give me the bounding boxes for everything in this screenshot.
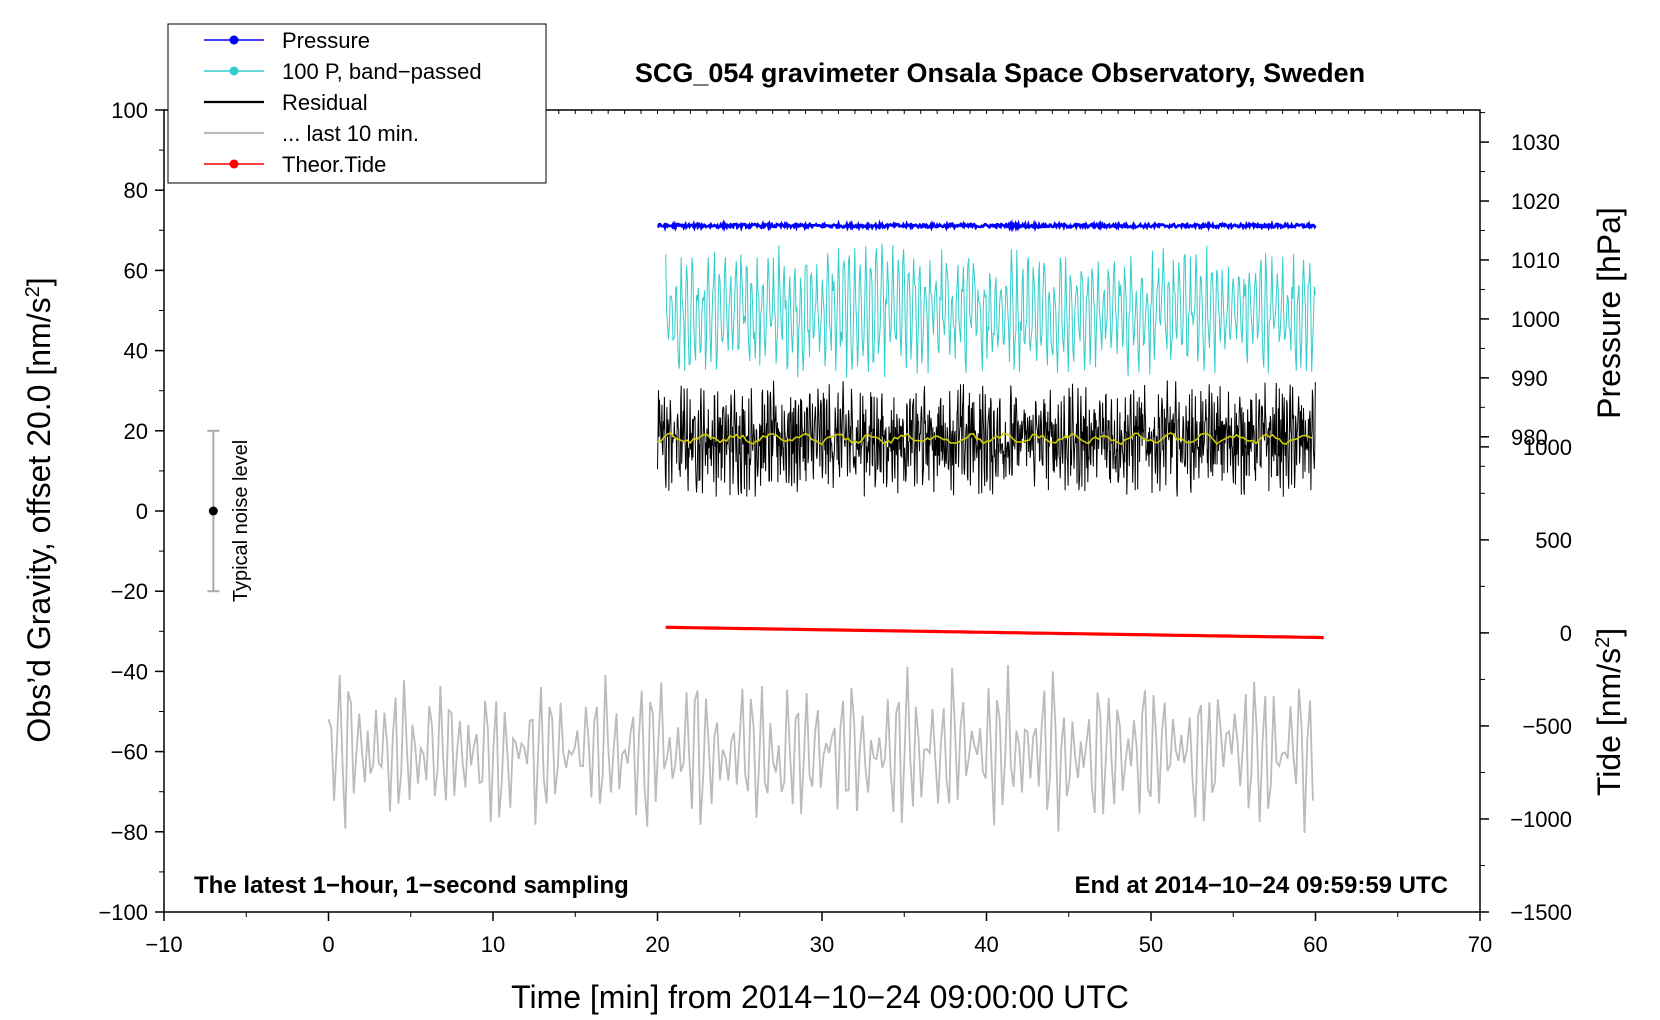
series-residual [657, 380, 1316, 497]
series-residual-smoothed [657, 431, 1313, 446]
tide-tick-label: −1500 [1510, 900, 1572, 925]
legend-entry-label: Theor.Tide [282, 152, 386, 177]
y-tick-label: 80 [124, 178, 148, 203]
y-axis-title-end: ] [21, 277, 57, 286]
pressure-tick-label: 990 [1511, 366, 1548, 391]
tide-tick-label: −500 [1522, 714, 1572, 739]
y-tick-label: 0 [136, 499, 148, 524]
tide-axis-title: Tide [nm/s2] [1591, 628, 1627, 796]
y-tick-label: 60 [124, 258, 148, 283]
series-band-passed [665, 243, 1316, 378]
x-tick-label: 60 [1303, 932, 1327, 957]
legend: Pressure 100 P, band−passed Residual ... la… [167, 23, 547, 184]
tide-axis-title-sup: 2 [1592, 637, 1614, 648]
x-tick-label: 0 [322, 932, 334, 957]
tide-tick-label: 0 [1560, 621, 1572, 646]
y-tick-label: −20 [111, 579, 148, 604]
tide-axis-title-text: Tide [nm/s [1591, 648, 1627, 796]
pressure-tick-label: 1020 [1511, 189, 1560, 214]
legend-swatch-dot [229, 159, 239, 169]
y-tick-label: 20 [124, 419, 148, 444]
y-axis-title: Obs’d Gravity, offset 20.0 [nm/s2] [21, 277, 57, 742]
noise-bar-center-dot [208, 506, 218, 516]
legend-swatch-dot [229, 35, 239, 45]
legend-entry-label: Residual [282, 90, 368, 115]
y-tick-label: −80 [111, 820, 148, 845]
chart-title: SCG_054 gravimeter Onsala Space Observat… [635, 58, 1365, 88]
y-tick-label: −40 [111, 659, 148, 684]
annotation-bottom-left: The latest 1−hour, 1−second sampling [194, 872, 629, 899]
y-tick-label: 100 [111, 98, 148, 123]
y-tick-label: 40 [124, 339, 148, 364]
axis-ticks: −10 0 10 20 30 40 50 60 70−100−80−60−40−20020406… [98, 98, 1572, 957]
series-layer [327, 219, 1324, 834]
x-axis-title: Time [min] from 2014−10−24 09:00:00 UTC [511, 979, 1129, 1015]
x-tick-label: 30 [810, 932, 834, 957]
pressure-tick-label: 1010 [1511, 248, 1560, 273]
noise-bar [207, 429, 220, 593]
x-tick-label: 10 [481, 932, 505, 957]
tide-tick-label: 500 [1535, 528, 1572, 553]
pressure-tick-label: 980 [1511, 425, 1548, 450]
x-tick-label: 50 [1139, 932, 1163, 957]
legend-entry-label: ... last 10 min. [282, 121, 419, 146]
pressure-tick-label: 1030 [1511, 130, 1560, 155]
y-tick-label: −60 [111, 740, 148, 765]
pressure-tick-label: 1000 [1511, 307, 1560, 332]
pressure-axis-title: Pressure [hPa] [1591, 207, 1627, 419]
tide-tick-label: −1000 [1510, 807, 1572, 832]
legend-box [167, 23, 547, 184]
x-tick-label: 20 [645, 932, 669, 957]
x-tick-label: −10 [145, 932, 182, 957]
series-theor-tide [665, 625, 1324, 640]
tide-axis-title-end: ] [1591, 628, 1627, 637]
legend-swatch-dot [229, 66, 239, 76]
y-axis-title-text: Obs’d Gravity, offset 20.0 [nm/s [21, 297, 57, 742]
series-last-10-min [327, 664, 1314, 834]
noise-level-label: Typical noise level [230, 440, 252, 602]
x-tick-label: 40 [974, 932, 998, 957]
legend-entry-label: 100 P, band−passed [282, 59, 482, 84]
x-tick-label: 70 [1468, 932, 1492, 957]
annotation-bottom-right: End at 2014−10−24 09:59:59 UTC [1074, 872, 1448, 899]
tide-tick-label: 1000 [1523, 435, 1572, 460]
series-pressure [657, 219, 1317, 233]
legend-entry-label: Pressure [282, 28, 370, 53]
y-axis-title-sup: 2 [22, 286, 44, 297]
y-tick-label: −100 [98, 900, 148, 925]
